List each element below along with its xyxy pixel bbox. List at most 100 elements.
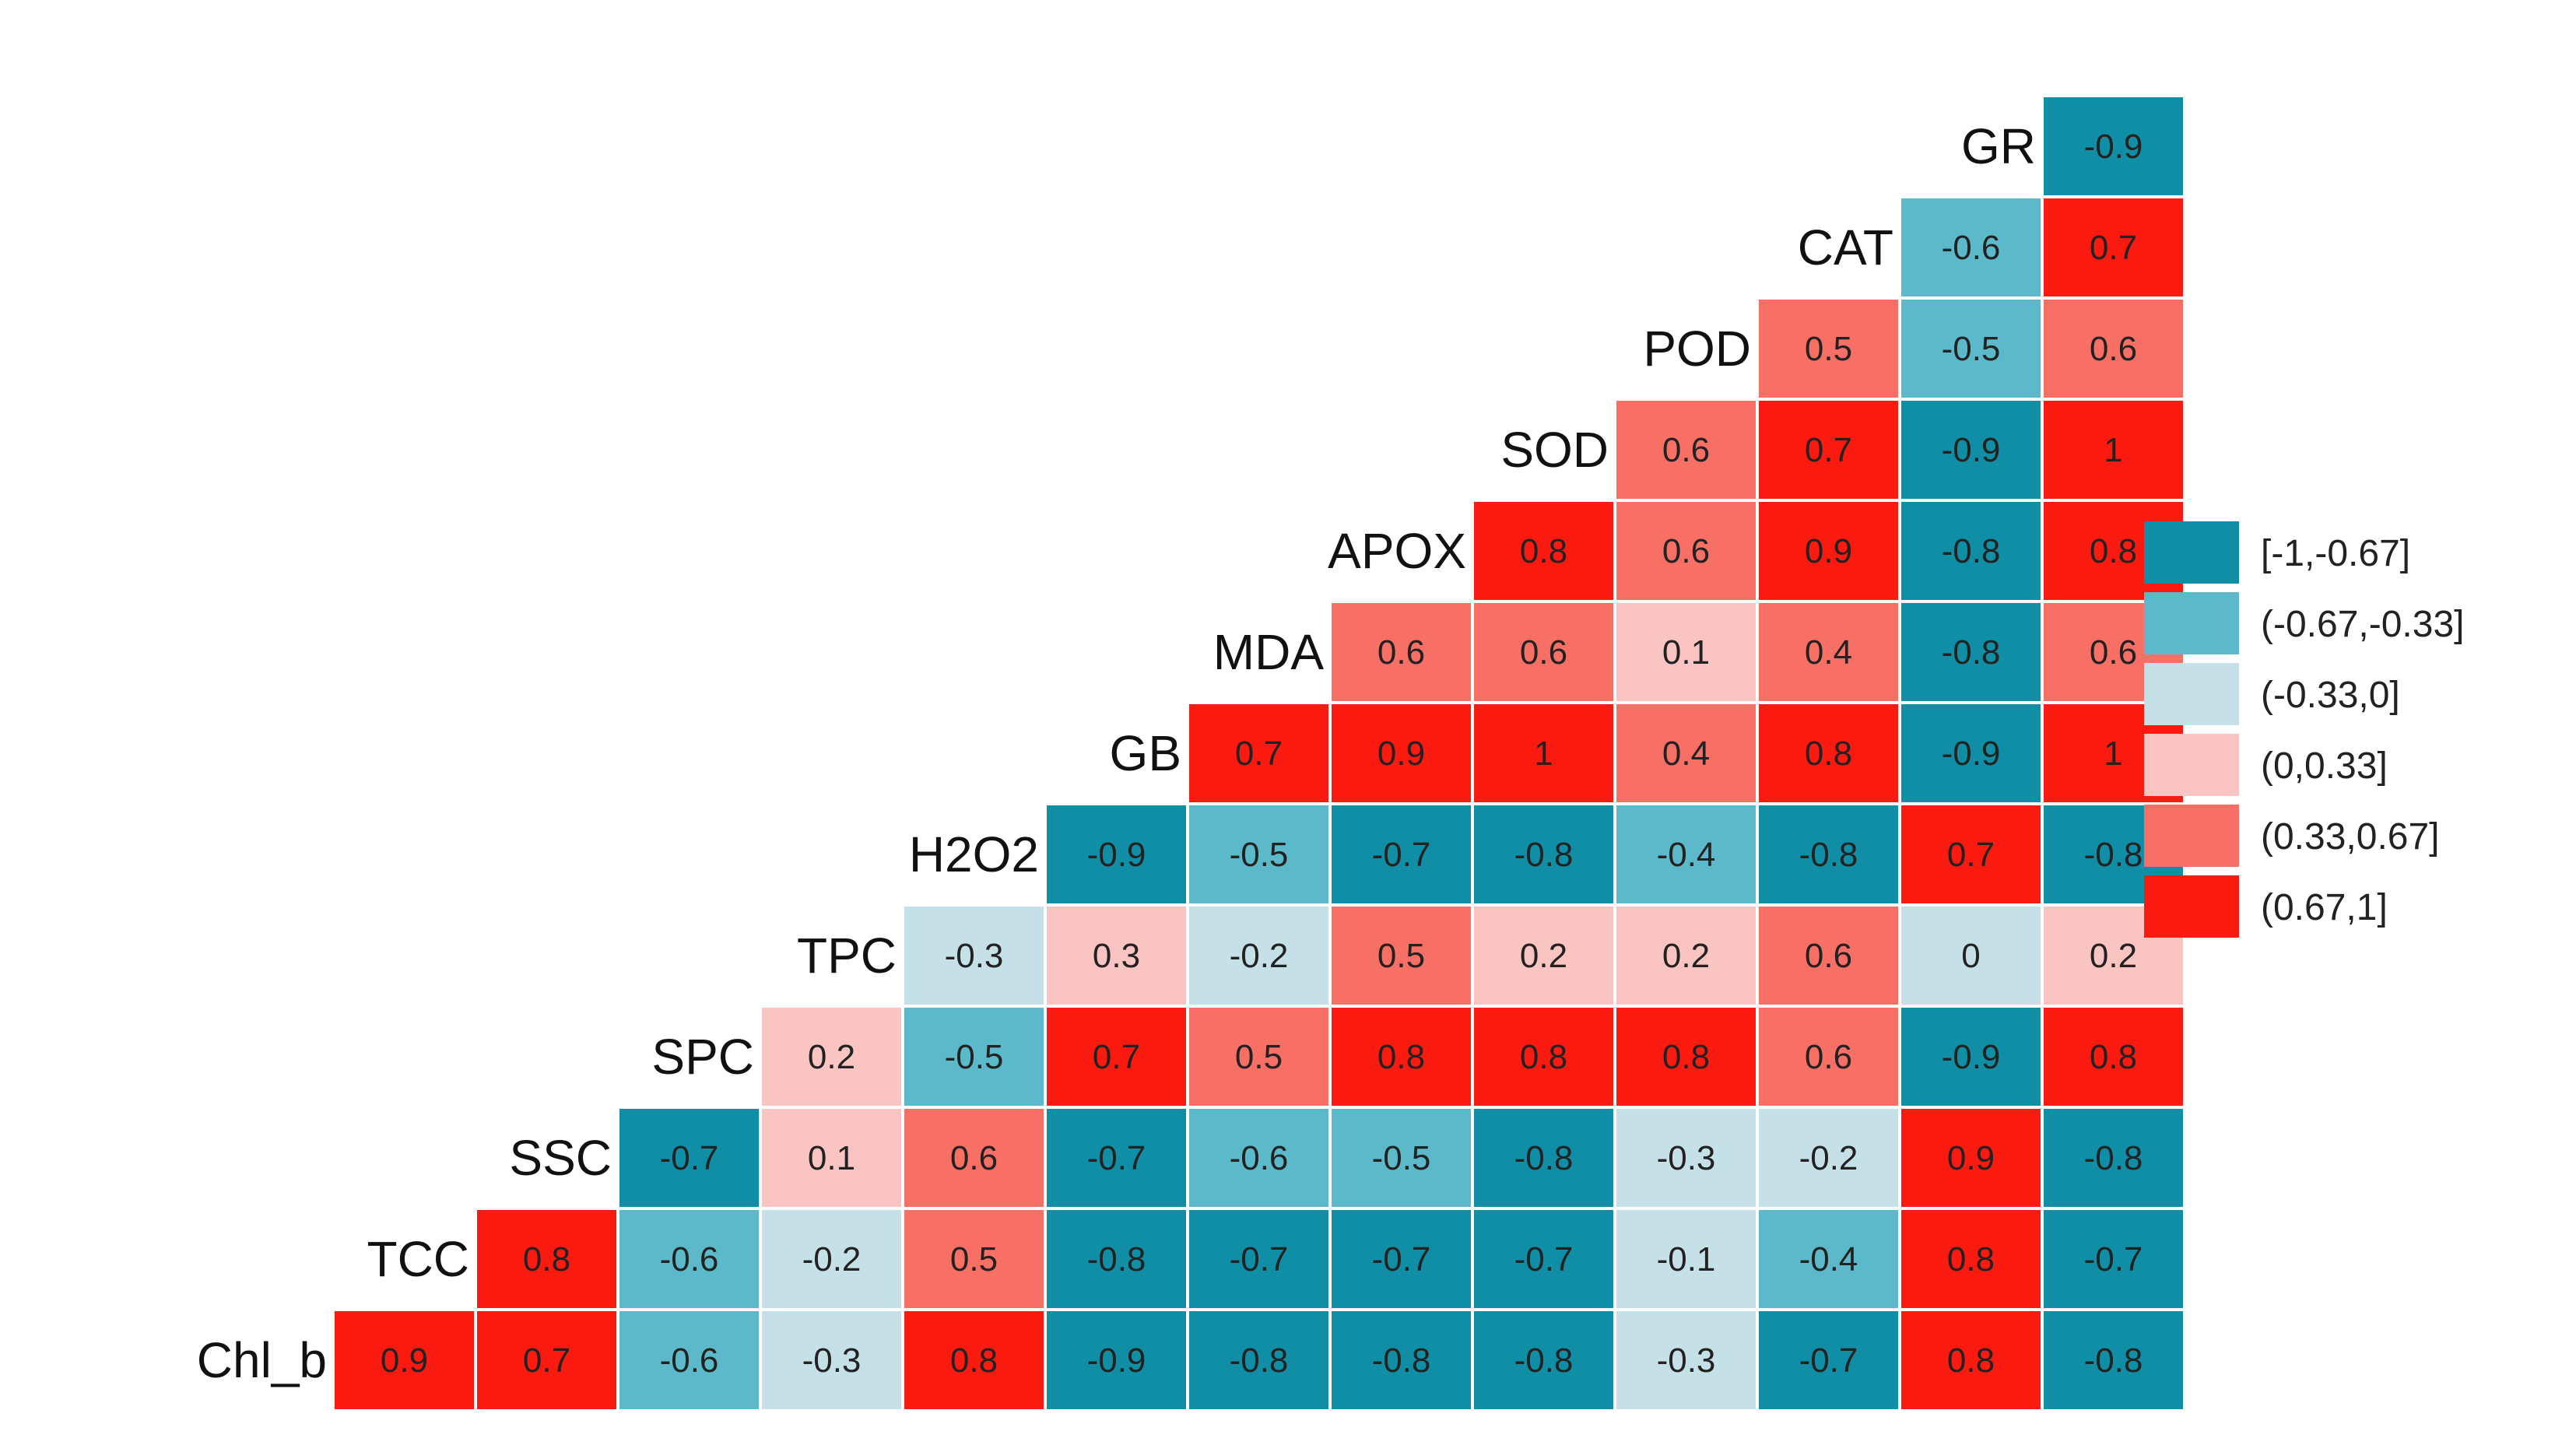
legend-swatch (2144, 663, 2239, 725)
legend-label: (0.67,1] (2261, 887, 2388, 928)
cell-value: -0.3 (1657, 1342, 1716, 1380)
cell-value: 0.8 (1662, 1038, 1710, 1076)
cell-value: 0.9 (1377, 735, 1425, 773)
heatmap-cell (1332, 1311, 1471, 1409)
cell-value: -0.9 (1087, 836, 1146, 874)
heatmap-cell (1616, 1008, 1756, 1106)
cell-value: -0.9 (1942, 1038, 2001, 1076)
cell-value: -0.3 (802, 1342, 862, 1380)
heatmap-cell (1616, 603, 1756, 701)
cell-value: 0.1 (808, 1139, 855, 1177)
heatmap-cell (1047, 1109, 1186, 1207)
cell-value: 0.6 (1377, 633, 1425, 672)
cell-value: -0.7 (1514, 1240, 1574, 1278)
legend-swatch (2144, 805, 2239, 867)
cell-value: -0.3 (1657, 1139, 1716, 1177)
cell-value: 0.4 (1662, 735, 1710, 773)
heatmap-cell (2044, 198, 2183, 296)
cell-value: -0.8 (1514, 1139, 1574, 1177)
legend-swatch (2144, 734, 2239, 796)
cell-value: 0.7 (1093, 1038, 1140, 1076)
cell-value: -0.9 (1942, 735, 2001, 773)
cell-value: -0.8 (2084, 1342, 2143, 1380)
cell-value: -0.7 (660, 1139, 719, 1177)
heatmap-cell (1189, 704, 1328, 802)
cell-value: 0.2 (808, 1038, 855, 1076)
heatmap-cell (1616, 907, 1756, 1005)
cell-value: 0.5 (950, 1240, 998, 1278)
heatmap-cell (1901, 1210, 2041, 1308)
heatmap-cell (762, 1311, 901, 1409)
heatmap-cell (1189, 805, 1328, 903)
row-label-chl_a: Chl_a (2048, 1433, 2179, 1438)
heatmap-cell (1474, 704, 1613, 802)
cell-value: -0.8 (1942, 633, 2001, 672)
cell-value: 0.1 (1662, 633, 1710, 672)
heatmap-cell (1332, 603, 1471, 701)
legend: [-1,-0.67] (-0.67,-0.33] (-0.33,0] (0,0.33]… (2144, 521, 2464, 938)
heatmap-cell (1901, 1311, 2041, 1409)
heatmap-cell (1901, 1109, 2041, 1207)
heatmap-cell (1332, 1008, 1471, 1106)
heatmap-cell (1332, 704, 1471, 802)
heatmap-cell (762, 1210, 901, 1308)
heatmap-cell (1332, 907, 1471, 1005)
legend-swatch (2144, 521, 2239, 584)
heatmap-cell (1901, 502, 2041, 600)
cell-value: -0.7 (1087, 1139, 1146, 1177)
heatmap-cell (1474, 1210, 1613, 1308)
heatmap-cell (1047, 907, 1186, 1005)
heatmap-cell (1189, 1311, 1328, 1409)
heatmap-cell (1759, 805, 1898, 903)
heatmap-cell (477, 1311, 616, 1409)
cell-value: 0.6 (2090, 330, 2137, 368)
cell-value: 0.7 (1947, 836, 1995, 874)
heatmap-cell (904, 1311, 1044, 1409)
cell-value: 0.5 (1377, 937, 1425, 975)
heatmap-cell (1616, 401, 1756, 499)
cell-value: 0.7 (1235, 735, 1283, 773)
heatmap-cell (619, 1210, 759, 1308)
cell-value: -0.9 (1942, 431, 2001, 469)
cell-value: -0.9 (2084, 128, 2143, 166)
cell-value: 0.6 (2090, 633, 2137, 672)
heatmap-cell (1332, 1210, 1471, 1308)
heatmap-cell (1901, 300, 2041, 398)
row-label-gb: GB (1110, 725, 1181, 781)
heatmap-cell (2044, 1311, 2183, 1409)
heatmap-cell (1474, 1008, 1613, 1106)
heatmap-cell (1047, 1311, 1186, 1409)
legend-label: (0.33,0.67] (2261, 816, 2440, 858)
heatmap-cell (1474, 1109, 1613, 1207)
cell-value: 0.3 (1093, 937, 1140, 975)
cell-value: -0.9 (1087, 1342, 1146, 1380)
heatmap-cell (1901, 1008, 2041, 1106)
cell-value: -0.6 (660, 1342, 719, 1380)
heatmap-cell (1616, 805, 1756, 903)
cell-value: -0.6 (660, 1240, 719, 1278)
cell-value: -0.2 (1230, 937, 1289, 975)
heatmap-cells: -0.9 -0.6 0.7 0.5 -0.5 0.6 0.6 0.7 -0.9 1 0.8 0.6 0.… (335, 97, 2183, 1409)
heatmap-cell (1189, 1210, 1328, 1308)
cell-value: 0.5 (1235, 1038, 1283, 1076)
heatmap-cell (1901, 401, 2041, 499)
legend-label: (-0.67,-0.33] (2261, 604, 2464, 645)
cell-value: 0.2 (1662, 937, 1710, 975)
cell-value: 0.4 (1805, 633, 1852, 672)
heatmap-cell (1901, 603, 2041, 701)
cell-value: 0.5 (1805, 330, 1852, 368)
cell-value: -0.2 (802, 1240, 862, 1278)
cell-value: 0.8 (1805, 735, 1852, 773)
cell-value: 0.8 (523, 1240, 570, 1278)
cell-value: -0.8 (2084, 836, 2143, 874)
heatmap-cell (1616, 1109, 1756, 1207)
heatmap-cell (1616, 1311, 1756, 1409)
heatmap-cell (1332, 1109, 1471, 1207)
row-label-gr: GR (1961, 118, 2036, 174)
cell-value: 0.8 (1947, 1240, 1995, 1278)
heatmap-cell (762, 1008, 901, 1106)
cell-value: -0.7 (1230, 1240, 1289, 1278)
cell-value: 1 (2104, 735, 2122, 773)
heatmap-cell (1047, 805, 1186, 903)
